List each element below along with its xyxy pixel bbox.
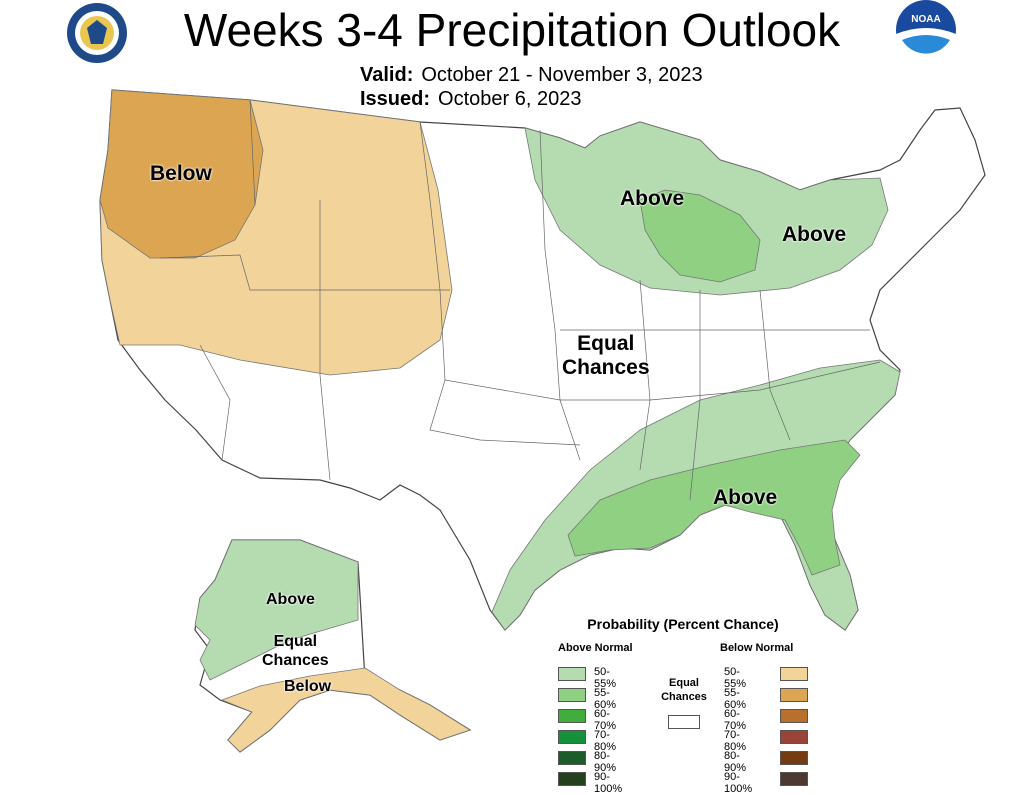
svg-text:NOAA: NOAA [911, 14, 940, 25]
legend-below-percent: 70-80% [724, 729, 747, 753]
alaska-below-50-55-region [220, 667, 471, 753]
center-equal-chances-label: Equal Chances [562, 332, 650, 379]
legend-above-swatch [558, 688, 586, 702]
legend-below-percent: 90-100% [724, 771, 753, 795]
legend-below-swatch [780, 688, 808, 702]
valid-dates: Valid: October 21 - November 3, 2023 [360, 63, 703, 87]
noaa-logo-icon: NOAA [896, 0, 956, 64]
issued-date: Issued: October 6, 2023 [360, 87, 581, 111]
southeast-above-label: Above [713, 486, 778, 509]
legend-above-swatch [558, 667, 586, 681]
southeast-above-55-60-region [567, 439, 861, 576]
legend-below-percent: 55-60% [724, 687, 747, 711]
legend-above-percent: 90-100% [594, 771, 623, 795]
page-title: Weeks 3-4 Precipitation Outlook [183, 4, 841, 56]
legend-below-percent: 50-55% [724, 666, 747, 690]
northeast-above-label: Above [782, 223, 847, 246]
michigan-above-55-60-region [639, 189, 761, 283]
legend-above-percent: 80-90% [594, 750, 617, 774]
alaska-above-50-55-region [194, 539, 359, 681]
legend-above-percent: 55-60% [594, 687, 617, 711]
legend-below-percent: 80-90% [724, 750, 747, 774]
legend-above-swatch [558, 730, 586, 744]
alaska-equal-chances-label: Equal Chances [262, 633, 329, 669]
alaska-below-label: Below [284, 678, 332, 695]
legend-above-percent: 60-70% [594, 708, 617, 732]
doc-seal-icon [67, 3, 127, 63]
valid-label: Valid: [360, 64, 414, 86]
legend-title: Probability (Percent Chance) [587, 616, 779, 632]
issued-value: October 6, 2023 [438, 88, 582, 110]
legend-above-header: Above Normal [558, 642, 633, 654]
legend-equal-chances-label: Equal Chances [661, 677, 707, 703]
legend-above-swatch [558, 772, 586, 786]
legend-equal-chances-swatch [668, 715, 700, 729]
legend-above-percent: 50-55% [594, 666, 617, 690]
alaska-above-label: Above [266, 591, 315, 608]
legend-below-swatch [780, 730, 808, 744]
legend-above-swatch [558, 751, 586, 765]
great-lakes-above-label: Above [620, 187, 685, 210]
legend-below-swatch [780, 667, 808, 681]
legend-above-swatch [558, 709, 586, 723]
legend-above-percent: 70-80% [594, 729, 617, 753]
issued-label: Issued: [360, 88, 431, 110]
legend-below-swatch [780, 709, 808, 723]
legend-below-header: Below Normal [720, 642, 794, 654]
legend-below-swatch [780, 751, 808, 765]
probability-legend: Probability (Percent Chance) Above Norma… [552, 614, 814, 795]
state-boundaries [159, 99, 881, 501]
legend-below-percent: 60-70% [724, 708, 747, 732]
legend-below-swatch [780, 772, 808, 786]
pacific-nw-below-55-60-region [99, 89, 264, 259]
west-below-label: Below [150, 162, 212, 185]
valid-value: October 21 - November 3, 2023 [421, 64, 703, 86]
